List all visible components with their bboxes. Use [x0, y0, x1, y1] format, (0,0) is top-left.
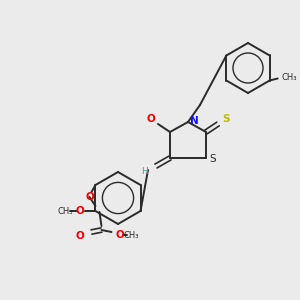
Text: CH₃: CH₃	[124, 232, 139, 241]
Text: CH₃: CH₃	[282, 73, 297, 82]
Text: O: O	[75, 206, 84, 216]
Text: S: S	[210, 154, 216, 164]
Text: O: O	[85, 192, 94, 202]
Text: O: O	[115, 230, 124, 240]
Text: O: O	[147, 114, 155, 124]
Text: N: N	[190, 116, 198, 126]
Text: CH₃: CH₃	[58, 206, 73, 215]
Text: S: S	[222, 114, 230, 124]
Text: H: H	[142, 167, 148, 176]
Text: O: O	[75, 231, 84, 241]
